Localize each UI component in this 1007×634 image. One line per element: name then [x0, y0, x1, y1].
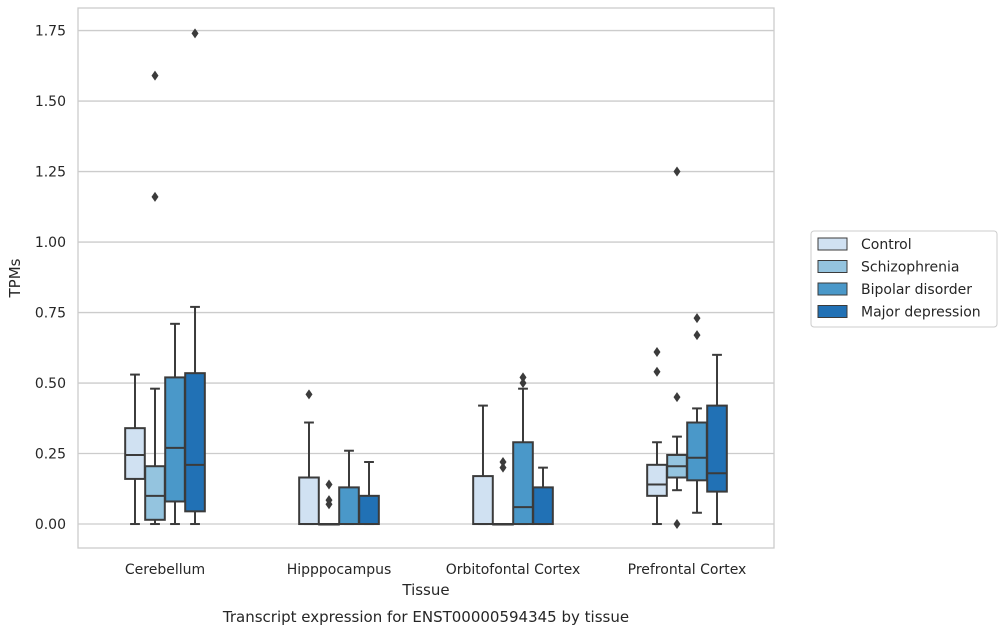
- box: [338, 486, 360, 526]
- legend-swatch: [817, 237, 848, 251]
- flier-point: [673, 519, 681, 530]
- y-tick-label: 1.50: [35, 94, 66, 110]
- x-tick-label: Cerebellum: [125, 562, 205, 578]
- flier-point: [325, 479, 333, 490]
- y-tick-label: 1.00: [35, 235, 66, 251]
- box-group: [512, 372, 534, 526]
- box-group: [532, 466, 554, 526]
- y-tick-label: 0.00: [35, 517, 66, 533]
- box: [298, 476, 320, 526]
- box-group: [358, 460, 380, 526]
- box-group: [298, 389, 320, 526]
- box: [472, 475, 494, 526]
- chart-caption: Transcript expression for ENST0000059434…: [222, 608, 629, 626]
- box: [686, 421, 708, 482]
- y-tick-label: 0.25: [35, 447, 66, 463]
- y-tick-label: 0.75: [35, 306, 66, 322]
- x-tick-label: Orbitofontal Cortex: [446, 562, 581, 578]
- x-axis-label: Tissue: [401, 581, 449, 599]
- box-group: [164, 322, 186, 526]
- x-tick-label: Prefrontal Cortex: [628, 562, 747, 578]
- box-group: [144, 70, 166, 526]
- legend-swatch: [817, 260, 848, 273]
- box-group: [184, 28, 206, 526]
- flier-point: [519, 378, 527, 389]
- flier-point: [191, 28, 199, 39]
- legend-frame: [810, 230, 998, 328]
- y-tick-labels: 0.00 0.25 0.50 0.75 1.00 1.25 1.50 1.75: [35, 24, 66, 533]
- y-axis-label: TPMs: [6, 258, 24, 298]
- legend-label: Bipolar disorder: [861, 282, 972, 298]
- flier-point: [151, 191, 159, 202]
- box-group: [124, 373, 146, 526]
- flier-point: [151, 70, 159, 81]
- y-tick-label: 0.50: [35, 376, 66, 392]
- flier-point: [673, 392, 681, 403]
- flier-point: [499, 456, 507, 467]
- flier-point: [673, 166, 681, 177]
- x-tick-labels: Cerebellum Hipppocampus Orbitofontal Corte…: [125, 562, 746, 578]
- legend-swatch: [817, 305, 848, 318]
- box: [124, 427, 146, 480]
- x-tick-label: Hipppocampus: [287, 562, 392, 578]
- box-group: [492, 456, 514, 526]
- flier-point: [693, 330, 701, 341]
- legend-label: Control: [861, 237, 912, 253]
- legend: Control Schizophrenia Bipolar disorder Majo…: [810, 230, 998, 328]
- box: [532, 486, 554, 526]
- box: [184, 372, 206, 513]
- box-group: [472, 404, 494, 526]
- box: [646, 463, 668, 497]
- flier-point: [693, 313, 701, 324]
- box-group: [666, 166, 688, 530]
- box-group: [338, 449, 360, 526]
- box: [358, 494, 380, 526]
- flier-point: [305, 389, 313, 400]
- flier-point: [653, 366, 661, 377]
- box: [144, 465, 166, 521]
- legend-swatch: [817, 282, 848, 296]
- box-group: [706, 353, 728, 526]
- flier-point: [519, 372, 527, 383]
- y-tick-label: 1.25: [35, 165, 66, 181]
- box-group: [686, 313, 708, 514]
- boxes: [124, 28, 728, 530]
- y-tick-label: 1.75: [35, 24, 66, 40]
- box-group: [318, 479, 340, 526]
- legend-label: Major depression: [861, 305, 981, 321]
- flier-point: [499, 462, 507, 473]
- box: [706, 404, 728, 493]
- legend-label: Schizophrenia: [861, 260, 959, 276]
- flier-point: [325, 495, 333, 506]
- plot-frame: [77, 7, 775, 549]
- box-group: [646, 347, 668, 526]
- box: [512, 441, 534, 526]
- flier-point: [653, 347, 661, 358]
- box: [164, 376, 186, 503]
